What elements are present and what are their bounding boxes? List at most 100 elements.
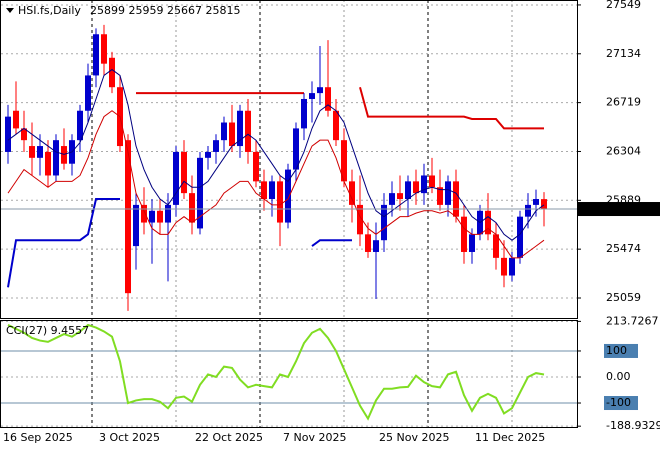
candle-body [429, 175, 435, 188]
candle-body [405, 181, 411, 200]
candle-body [237, 110, 243, 147]
candle-body [5, 116, 11, 152]
candle-body [37, 146, 43, 158]
candle-body [293, 128, 299, 170]
candle-body [445, 181, 451, 205]
ohlc-label: 25899 25959 25667 25815 [90, 4, 240, 17]
y-tick-label: 0.00 [606, 370, 631, 383]
candle-body [541, 199, 547, 210]
candle-body [125, 140, 131, 294]
candle-body [77, 110, 83, 141]
last-price-box [578, 202, 660, 217]
y-tick-label: 27549 [606, 0, 641, 11]
candle-body [341, 140, 347, 182]
candle-body [301, 98, 307, 129]
candle-body [317, 87, 323, 94]
candle-body [261, 181, 267, 200]
candle-body [525, 204, 531, 217]
candle-body [109, 57, 115, 88]
level-label-box [604, 343, 638, 358]
candle-body [469, 234, 475, 252]
candle-body [277, 181, 283, 223]
candle-body [365, 234, 371, 252]
candle-body [245, 110, 251, 152]
candle-body [493, 234, 499, 258]
candle-body [333, 110, 339, 141]
candle-body [189, 193, 195, 223]
candle-body [325, 87, 331, 111]
y-tick-label: 25474 [606, 242, 641, 255]
y-tick-label: 26719 [606, 96, 641, 109]
candle-body [229, 122, 235, 147]
candle-body [53, 140, 59, 176]
x-tick-label: 11 Dec 2025 [475, 431, 545, 444]
candle-body [309, 93, 315, 99]
candle-body [357, 204, 363, 235]
candle-body [413, 181, 419, 194]
candle-body [149, 210, 155, 223]
x-tick-label: 3 Oct 2025 [99, 431, 160, 444]
y-tick-label: -100 [606, 396, 631, 409]
level-line [359, 86, 544, 130]
x-tick-label: 25 Nov 2025 [379, 431, 449, 444]
candle-body [13, 110, 19, 129]
moving-average [7, 110, 545, 259]
price-panel-frame [0, 0, 578, 319]
y-tick-label: 25059 [606, 291, 641, 304]
candle-body [101, 34, 107, 64]
candle-body [437, 187, 443, 205]
candle-body [501, 257, 507, 276]
chart-title: HSI.fs,Daily [18, 4, 81, 17]
candle-body [485, 210, 491, 235]
candle-body [85, 75, 91, 111]
candle-body [253, 151, 259, 182]
candle-body [29, 146, 35, 158]
candle-body [197, 157, 203, 229]
candle-body [461, 216, 467, 252]
x-tick-label: 16 Sep 2025 [3, 431, 73, 444]
candle-body [165, 204, 171, 223]
candle-body [21, 128, 27, 141]
candle-body [269, 181, 275, 200]
last-price-label: 25815 [606, 202, 641, 215]
level-label-box [604, 396, 638, 411]
cci-title: CCI(27) 9.4557 [6, 324, 89, 337]
x-tick-label: 22 Oct 2025 [195, 431, 263, 444]
candle-body [133, 204, 139, 247]
candle-body [61, 146, 67, 164]
level-line [311, 239, 352, 247]
candle-body [389, 193, 395, 205]
moving-average [7, 68, 545, 241]
period-grid [91, 0, 513, 428]
y-tick-label: 27134 [606, 47, 641, 60]
candle-body [421, 175, 427, 194]
y-tick-label: 26304 [606, 144, 641, 157]
candle-body [173, 151, 179, 205]
candle-body [509, 257, 515, 276]
candle-body [157, 210, 163, 223]
level-line [7, 198, 120, 288]
candle-body [349, 181, 355, 205]
candle-body [221, 122, 227, 141]
candle-body [381, 204, 387, 241]
y-tick-label: -188.9329 [606, 419, 660, 432]
candle-body [181, 151, 187, 194]
candle-body [93, 34, 99, 76]
candle-body [453, 181, 459, 217]
candle-body [205, 151, 211, 158]
candle-body [213, 140, 219, 152]
candle-body [533, 199, 539, 205]
y-tick-label: 100 [606, 344, 627, 357]
menu-triangle [6, 8, 14, 13]
candle-body [45, 151, 51, 176]
candle-body [397, 193, 403, 200]
candle-body [373, 240, 379, 252]
candle-body [517, 216, 523, 258]
candle-body [285, 169, 291, 223]
y-tick-label: 213.7267 [606, 314, 659, 327]
candle-body [141, 204, 147, 223]
x-tick-label: 7 Nov 2025 [283, 431, 346, 444]
cci-line [7, 323, 545, 421]
